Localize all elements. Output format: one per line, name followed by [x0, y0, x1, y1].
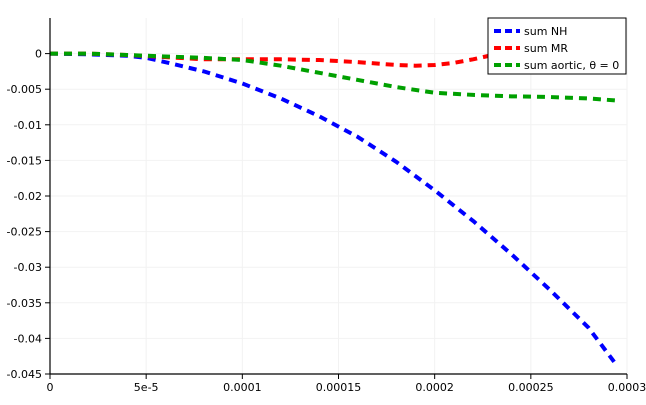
x-tick-label-3: 0.00015 — [316, 381, 362, 394]
series-line-0 — [49, 51, 619, 368]
legend-label-2: sum aortic, θ = 0 — [524, 59, 619, 72]
legend-label-1: sum MR — [524, 42, 568, 55]
x-tick-label-4: 0.0002 — [415, 381, 454, 394]
y-tick-label-6: -0.03 — [14, 261, 42, 274]
series-line-2 — [50, 51, 618, 103]
y-tick-label-7: -0.035 — [7, 297, 42, 310]
legend-label-0: sum NH — [524, 25, 567, 38]
y-tick-label-0: 0 — [35, 48, 42, 61]
x-tick-label-5: 0.00025 — [508, 381, 554, 394]
y-tick-label-2: -0.01 — [14, 119, 42, 132]
x-tick-label-2: 0.0001 — [223, 381, 262, 394]
x-tick-label-6: 0.0003 — [608, 381, 646, 394]
y-tick-label-5: -0.025 — [7, 226, 42, 239]
y-tick-label-8: -0.04 — [14, 332, 42, 345]
series-layer — [49, 51, 619, 368]
axis-layer: 0 5e-5 0.0001 0.00015 0.0002 0.00025 0.0003 0 -0… — [7, 18, 646, 394]
y-tick-label-3: -0.015 — [7, 154, 42, 167]
y-tick-label-4: -0.02 — [14, 190, 42, 203]
x-tick-label-0: 0 — [47, 381, 54, 394]
y-tick-label-1: -0.005 — [7, 83, 42, 96]
y-tick-label-9: -0.045 — [7, 368, 42, 381]
series-line-1 — [50, 51, 493, 68]
legend: sum NH sum MR sum aortic, θ = 0 — [487, 17, 627, 75]
x-tick-label-1: 5e-5 — [134, 381, 159, 394]
